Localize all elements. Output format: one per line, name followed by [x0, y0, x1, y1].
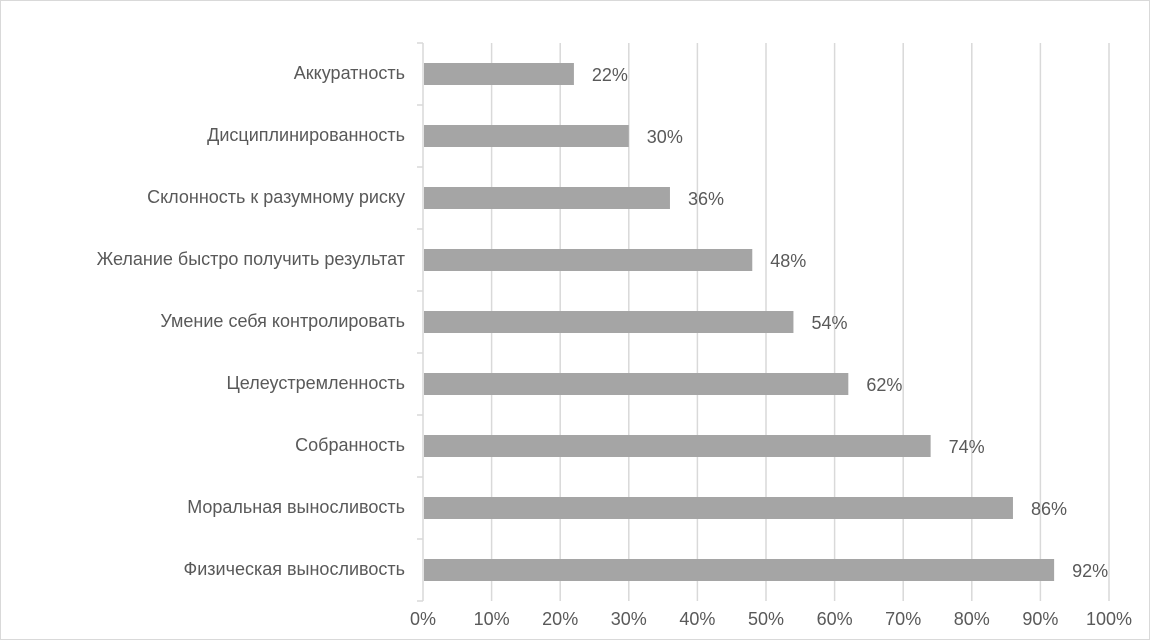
x-tick-label: 90% [1022, 609, 1058, 629]
category-label: Физическая выносливость [184, 559, 405, 579]
category-label: Умение себя контролировать [160, 311, 405, 331]
data-label: 62% [866, 375, 902, 395]
category-label: Аккуратность [294, 63, 405, 83]
bar [424, 559, 1055, 581]
data-label: 48% [770, 251, 806, 271]
x-tick-label: 80% [954, 609, 990, 629]
bar [424, 373, 849, 395]
bar [424, 249, 753, 271]
category-label: Склонность к разумному риску [147, 187, 405, 207]
bar [424, 125, 629, 147]
bar [424, 311, 794, 333]
data-label: 30% [647, 127, 683, 147]
x-tick-label: 70% [885, 609, 921, 629]
data-label: 22% [592, 65, 628, 85]
x-tick-label: 10% [474, 609, 510, 629]
bar [424, 435, 931, 457]
data-label: 36% [688, 189, 724, 209]
x-tick-label: 100% [1086, 609, 1132, 629]
x-tick-label: 40% [679, 609, 715, 629]
x-tick-label: 60% [817, 609, 853, 629]
category-label: Целеустремленность [226, 373, 405, 393]
data-label: 86% [1031, 499, 1067, 519]
category-label: Желание быстро получить результат [97, 249, 405, 269]
data-label: 54% [811, 313, 847, 333]
data-label: 74% [949, 437, 985, 457]
x-tick-label: 30% [611, 609, 647, 629]
x-tick-label: 0% [410, 609, 436, 629]
bar [424, 497, 1013, 519]
bar [424, 63, 574, 85]
category-label: Дисциплинированность [207, 125, 405, 145]
category-label: Моральная выносливость [187, 497, 405, 517]
bar [424, 187, 670, 209]
x-tick-label: 50% [748, 609, 784, 629]
category-label: Собранность [295, 435, 405, 455]
data-label: 92% [1072, 561, 1108, 581]
x-tick-label: 20% [542, 609, 578, 629]
